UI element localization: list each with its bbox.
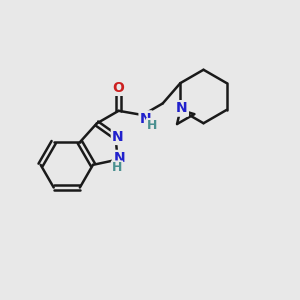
Text: N: N <box>176 101 188 116</box>
Text: H: H <box>112 161 122 174</box>
Text: N: N <box>113 151 125 165</box>
Text: N: N <box>112 130 124 144</box>
Text: H: H <box>147 119 157 132</box>
Text: O: O <box>113 81 124 94</box>
Text: N: N <box>140 112 152 126</box>
